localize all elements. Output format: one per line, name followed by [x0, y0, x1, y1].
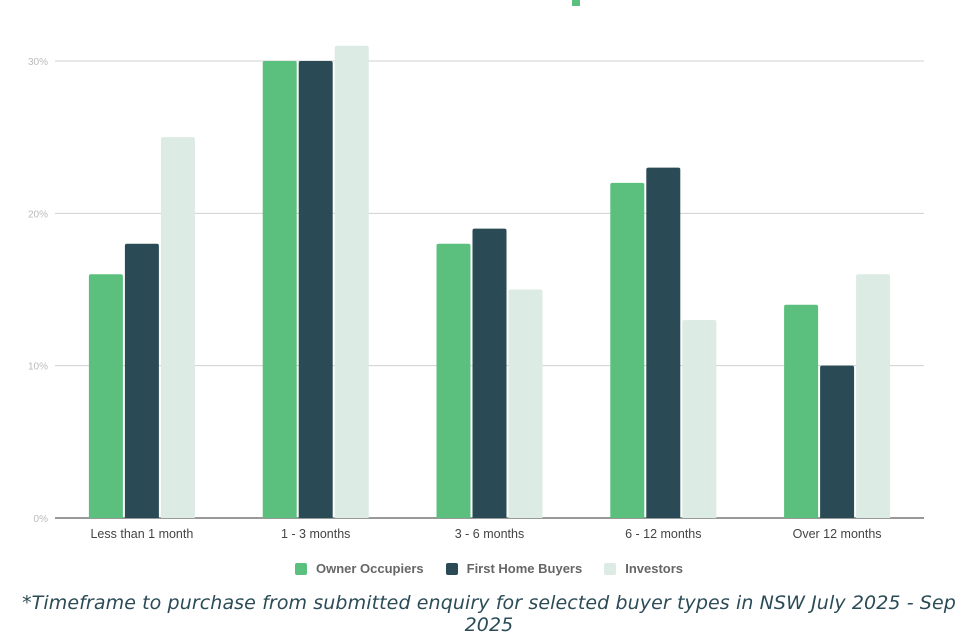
bar [646, 167, 681, 518]
legend-swatch [604, 562, 617, 575]
legend-swatch [445, 562, 458, 575]
bar [856, 274, 891, 518]
x-tick-label: Over 12 months [793, 527, 882, 541]
bar [334, 45, 369, 519]
bar [124, 243, 159, 519]
legend-item-first-home-buyers[interactable]: First Home Buyers [445, 561, 583, 576]
bar [262, 61, 297, 518]
y-tick-label: 0% [34, 514, 49, 525]
x-tick-label: 3 - 6 months [455, 527, 524, 541]
bar [160, 137, 195, 518]
bar [784, 304, 819, 518]
bar [682, 319, 717, 518]
bar [298, 61, 333, 518]
chart-caption: *Timeframe to purchase from submitted en… [22, 592, 956, 636]
y-tick-label: 20% [28, 209, 48, 220]
x-tick-label: 1 - 3 months [281, 527, 350, 541]
bar [820, 365, 855, 518]
legend-swatch [294, 562, 307, 575]
y-tick-label: 10% [28, 362, 48, 373]
legend-marker-fragment [572, 0, 580, 6]
y-tick-label: 30% [28, 57, 48, 68]
bar-chart: 0% 10% 20% 30% Less than 1 month 1 - 3 months… [28, 45, 924, 541]
bar [508, 289, 543, 518]
legend-label: Investors [625, 561, 684, 576]
legend-label: First Home Buyers [466, 561, 583, 576]
bar [436, 243, 471, 519]
bar [472, 228, 507, 519]
bar [610, 182, 645, 518]
legend-label: Owner Occupiers [315, 561, 424, 576]
legend: Owner Occupiers First Home Buyers Invest… [0, 561, 978, 576]
bar [88, 274, 123, 518]
x-tick-label: Less than 1 month [90, 527, 193, 541]
legend-item-owner-occupiers[interactable]: Owner Occupiers [294, 561, 424, 576]
x-tick-label: 6 - 12 months [625, 527, 701, 541]
legend-item-investors[interactable]: Investors [604, 561, 683, 576]
